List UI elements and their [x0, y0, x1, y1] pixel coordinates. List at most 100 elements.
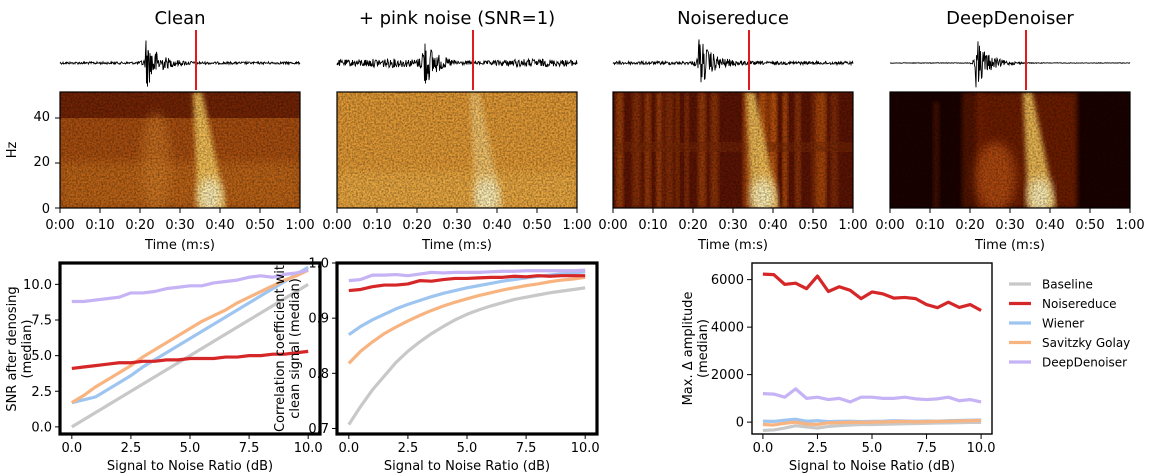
spec-xtick-label: 0:10	[915, 218, 944, 233]
series-line-wiener	[71, 265, 310, 405]
panel-title-noisereduce: Noisereduce	[677, 8, 789, 29]
waveform-trace	[336, 43, 578, 84]
xtick-label: 10.0	[967, 441, 996, 456]
chart-ylabel-line: Correlation coefficient wit	[273, 265, 288, 432]
xtick-label: 2.5	[121, 441, 142, 456]
spec-ytick-20: 20	[33, 155, 50, 170]
legend-label: Baseline	[1042, 278, 1093, 292]
waveform-nr	[612, 30, 854, 90]
ytick-label: 2.5	[31, 385, 52, 400]
panel-title-noisy: + pink noise (SNR=1)	[359, 8, 555, 29]
legend-label: Wiener	[1042, 317, 1084, 331]
spectrogram-texture	[337, 92, 577, 208]
series-line-baseline	[762, 420, 982, 433]
waveform-dd	[889, 30, 1131, 90]
spec-xtick-label: 0:40	[482, 218, 511, 233]
waveform-row	[59, 30, 1131, 90]
spec-xlabel: Time (m:s)	[144, 238, 215, 253]
legend-label: Savitzky Golay	[1042, 336, 1130, 350]
spec-xtick-label: 0:20	[402, 218, 431, 233]
chart-ylabel: SNR after denosing	[5, 286, 20, 411]
spectrogram-dd	[890, 92, 1130, 208]
spec-xtick-label: 0:30	[442, 218, 471, 233]
spec-xtick-label: 0:00	[322, 218, 351, 233]
spec-xlabel: Time (m:s)	[421, 238, 492, 253]
ytick-label: 10.0	[23, 278, 52, 293]
spec-xtick-label: 0:50	[798, 218, 827, 233]
metric-charts: 0.0 2.5 5.0 7.5 10.0 0.0 2.5 5.0 7.5 10.0 Signal t…	[5, 257, 996, 474]
spec-xtick-label: 1:00	[562, 218, 591, 233]
spec-xtick-label: 0:30	[995, 218, 1024, 233]
waveform-clean	[59, 30, 301, 90]
series-line-noisereduce	[348, 274, 586, 293]
chart-xlabel: Signal to Noise Ratio (dB)	[107, 459, 273, 474]
series-line-baseline	[347, 286, 586, 426]
ytick-label: 5.0	[31, 349, 52, 364]
spec-xtick-label: 0:30	[718, 218, 747, 233]
series-line-baseline	[70, 283, 310, 429]
spec-ytick-40: 40	[33, 110, 50, 125]
spec-xtick-label: 0:10	[362, 218, 391, 233]
ytick-label: 1.0	[308, 257, 329, 272]
ytick-label: 6000	[711, 273, 744, 288]
spectrogram-clean	[60, 92, 300, 208]
xtick-label: 0.0	[338, 441, 359, 456]
waveform-trace	[889, 41, 1131, 88]
spec-xtick-label: 1:00	[1115, 218, 1144, 233]
spec-xtick-label: 0:50	[1075, 218, 1104, 233]
chart-ylabel-line: (median)	[20, 320, 35, 379]
spec-xtick-label: 0:00	[45, 218, 74, 233]
spectrogram-x-axes: 0:00 0:10 0:20 0:30 0:40 0:50 1:00 Time (m:s) 0:…	[45, 208, 1145, 253]
ytick-label: 0.8	[308, 367, 329, 382]
ytick-label: 0.9	[308, 312, 329, 327]
chart-xlabel: Signal to Noise Ratio (dB)	[384, 459, 550, 474]
spec-xtick-label: 1:00	[838, 218, 867, 233]
spectrogram-texture	[60, 92, 300, 208]
xtick-label: 7.5	[916, 441, 937, 456]
xtick-label: 10.0	[294, 441, 323, 456]
chart-2: 0.0 2.5 5.0 7.5 10.0 0.7 0.8 0.9 1.0 Signal to No…	[273, 257, 600, 474]
xtick-label: 0.0	[61, 441, 82, 456]
ytick-label: 0.7	[308, 422, 329, 437]
series-line-savitzky-golay	[70, 268, 309, 405]
spectrogram-nr	[613, 92, 853, 208]
chart-ylabel-line: clean signal (median)	[288, 278, 303, 419]
chart-frame	[751, 262, 993, 435]
legend: Baseline Noisereduce Wiener Savitzky Golay D…	[1009, 278, 1130, 370]
series-line-noisereduce	[71, 349, 309, 371]
spec-xtick-label: 0:20	[955, 218, 984, 233]
xtick-label: 2.5	[398, 441, 419, 456]
legend-label: Noisereduce	[1042, 297, 1117, 311]
xtick-label: 7.5	[239, 441, 260, 456]
spec-xlabel: Time (m:s)	[697, 238, 768, 253]
chart-1: 0.0 2.5 5.0 7.5 10.0 0.0 2.5 5.0 7.5 10.0 Signal t…	[5, 261, 323, 474]
spec-xtick-label: 0:50	[522, 218, 551, 233]
spec-xtick-label: 0:00	[875, 218, 904, 233]
chart-3: 0.0 2.5 5.0 7.5 10.0 0 2000 4000 6000 Signal to N…	[681, 262, 996, 474]
ytick-label: 4000	[711, 321, 744, 336]
xtick-label: 2.5	[807, 441, 828, 456]
chart-xlabel: Signal to Noise Ratio (dB)	[789, 459, 955, 474]
series-line-deepdenoiser	[762, 387, 982, 404]
spec-xtick-label: 0:50	[245, 218, 274, 233]
legend-label: DeepDenoiser	[1042, 356, 1127, 370]
series-line-savitzky-golay	[762, 418, 982, 427]
series-line-savitzky-golay	[347, 275, 586, 365]
spec-xtick-label: 0:30	[165, 218, 194, 233]
xtick-label: 5.0	[862, 441, 883, 456]
xtick-label: 7.5	[516, 441, 537, 456]
spectrogram-texture	[613, 92, 853, 208]
ytick-label: 7.5	[31, 314, 52, 329]
xtick-label: 5.0	[180, 441, 201, 456]
spectrogram-texture	[890, 92, 1130, 208]
spec-xtick-label: 0:00	[598, 218, 627, 233]
spec-xtick-label: 0:20	[678, 218, 707, 233]
spec-xtick-label: 0:40	[758, 218, 787, 233]
xtick-label: 5.0	[457, 441, 478, 456]
spec-ylabel: Hz	[5, 142, 20, 159]
spec-xtick-label: 0:10	[85, 218, 114, 233]
series-line-deepdenoiser	[348, 268, 586, 283]
series-line-noisereduce	[762, 272, 982, 312]
series-line-deepdenoiser	[71, 268, 309, 304]
spec-xtick-label: 0:20	[125, 218, 154, 233]
